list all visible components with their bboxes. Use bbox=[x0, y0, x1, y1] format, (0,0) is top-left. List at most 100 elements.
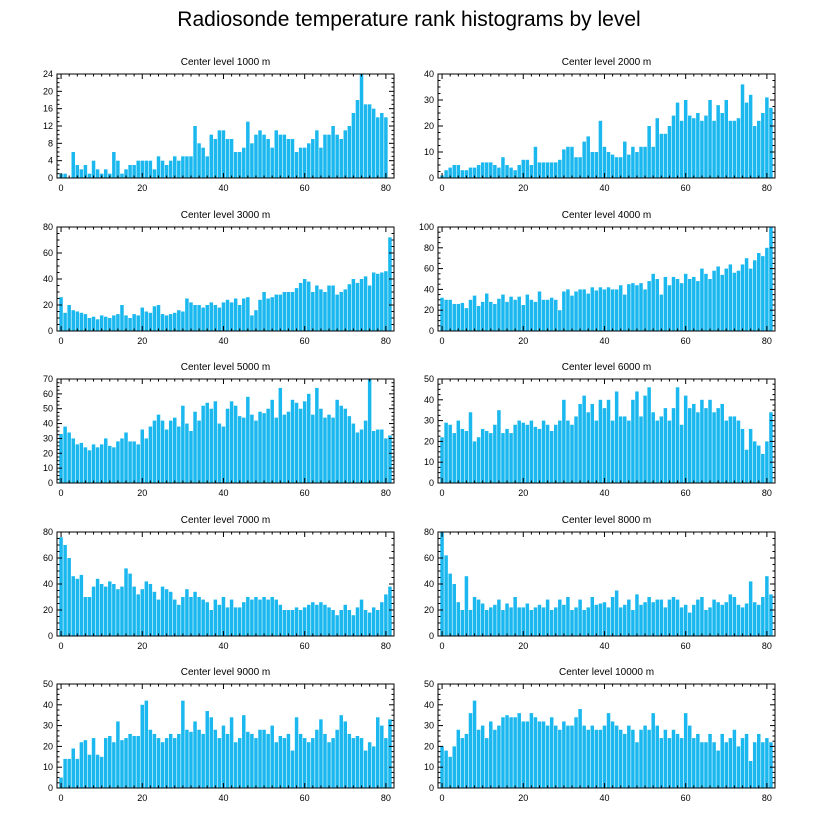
histogram-bar bbox=[732, 729, 737, 788]
histogram-bar bbox=[319, 719, 323, 788]
y-tick-label: 10 bbox=[424, 147, 434, 157]
histogram-bar bbox=[221, 725, 226, 788]
histogram-bar bbox=[286, 139, 291, 178]
histogram-bar bbox=[282, 610, 287, 636]
histogram-bar bbox=[696, 281, 700, 331]
panel-title: Center level 8000 m bbox=[562, 515, 652, 526]
histogram-bar bbox=[193, 305, 197, 331]
histogram-bar bbox=[562, 399, 566, 483]
histogram-bar bbox=[659, 294, 664, 331]
histogram-bar bbox=[480, 301, 485, 331]
histogram-bar bbox=[233, 405, 238, 483]
histogram-bar bbox=[311, 139, 315, 178]
histogram-bar bbox=[448, 299, 452, 331]
histogram-bar bbox=[209, 610, 214, 636]
histogram-bar bbox=[683, 604, 688, 636]
histogram-bar bbox=[757, 604, 761, 636]
histogram-bar bbox=[335, 615, 339, 636]
x-tick-label: 0 bbox=[59, 641, 64, 651]
histogram-bar bbox=[298, 147, 303, 178]
histogram-bar bbox=[315, 130, 319, 178]
histogram-bar bbox=[262, 292, 266, 331]
histogram-bar bbox=[537, 721, 542, 788]
histogram-bar bbox=[168, 160, 173, 178]
histogram-bar bbox=[79, 312, 84, 331]
histogram-bar bbox=[315, 604, 319, 636]
histogram-bar bbox=[578, 599, 582, 636]
histogram-bar bbox=[582, 289, 586, 331]
x-tick-label: 80 bbox=[381, 336, 391, 346]
histogram-bar bbox=[732, 597, 737, 636]
histogram-bar bbox=[489, 433, 493, 483]
histogram-bar bbox=[468, 713, 473, 788]
histogram-bar bbox=[221, 426, 226, 483]
histogram-bar bbox=[468, 167, 473, 178]
histogram-bar bbox=[371, 746, 376, 788]
histogram-bar bbox=[351, 738, 356, 788]
histogram-bar bbox=[331, 610, 335, 636]
histogram-bar bbox=[501, 717, 505, 788]
histogram-bar bbox=[270, 597, 274, 636]
histogram-bar bbox=[99, 444, 104, 483]
histogram-bar bbox=[108, 736, 112, 788]
y-tick-label: 40 bbox=[424, 395, 434, 405]
histogram-bar bbox=[290, 610, 295, 636]
histogram-bar bbox=[173, 156, 177, 178]
histogram-bar bbox=[440, 297, 444, 331]
histogram-bar bbox=[606, 713, 611, 788]
histogram-bar bbox=[209, 717, 214, 788]
histogram-bar bbox=[294, 152, 299, 178]
panel-title: Center level 4000 m bbox=[562, 210, 652, 221]
histogram-bar bbox=[529, 610, 534, 636]
histogram-bar bbox=[541, 162, 546, 178]
histogram-bar bbox=[509, 607, 513, 636]
histogram-bar bbox=[598, 287, 603, 331]
histogram-bar bbox=[160, 314, 165, 331]
histogram-bar bbox=[643, 395, 647, 483]
histogram-bar bbox=[765, 441, 769, 483]
histogram-bar bbox=[752, 126, 757, 178]
histogram-bar bbox=[298, 610, 303, 636]
histogram-bar bbox=[132, 736, 136, 788]
histogram-bar bbox=[627, 284, 631, 331]
histogram-bar bbox=[663, 276, 668, 331]
histogram-bar bbox=[132, 441, 136, 483]
histogram-bar bbox=[339, 610, 343, 636]
y-tick-label: 20 bbox=[43, 605, 53, 615]
histogram-bar bbox=[700, 399, 704, 483]
histogram-bar bbox=[562, 149, 566, 178]
y-tick-label: 30 bbox=[43, 721, 53, 731]
histogram-bar bbox=[675, 279, 680, 331]
histogram-bar bbox=[148, 729, 153, 788]
histogram-bar bbox=[136, 444, 140, 483]
histogram-bar bbox=[67, 432, 71, 483]
histogram-bar bbox=[651, 602, 655, 636]
histogram-bar bbox=[757, 733, 761, 788]
histogram-bar bbox=[549, 297, 554, 331]
histogram-bar bbox=[254, 420, 258, 483]
histogram-bar bbox=[456, 420, 461, 483]
histogram-bar bbox=[339, 715, 343, 788]
histogram-bar bbox=[156, 414, 161, 483]
histogram-bar bbox=[229, 599, 234, 636]
histogram-bar bbox=[254, 134, 258, 178]
histogram-bar bbox=[376, 273, 380, 331]
histogram-bar bbox=[221, 302, 226, 331]
histogram-bar bbox=[501, 610, 505, 636]
histogram-bar bbox=[177, 604, 181, 636]
histogram-bar bbox=[294, 607, 299, 636]
histogram-bar bbox=[95, 319, 100, 331]
histogram-bar bbox=[618, 607, 623, 636]
histogram-bar bbox=[136, 594, 140, 636]
histogram-bar bbox=[75, 578, 80, 636]
x-tick-label: 60 bbox=[681, 183, 691, 193]
histogram-bar bbox=[692, 403, 696, 483]
histogram-bar bbox=[363, 276, 368, 331]
histogram-bar bbox=[655, 279, 659, 331]
histogram-bar bbox=[306, 143, 311, 178]
histogram-bar bbox=[671, 597, 676, 636]
histogram-bar bbox=[643, 146, 647, 178]
histogram-bar bbox=[740, 607, 745, 636]
histogram-bar bbox=[181, 405, 185, 483]
histogram-bar bbox=[448, 424, 452, 483]
